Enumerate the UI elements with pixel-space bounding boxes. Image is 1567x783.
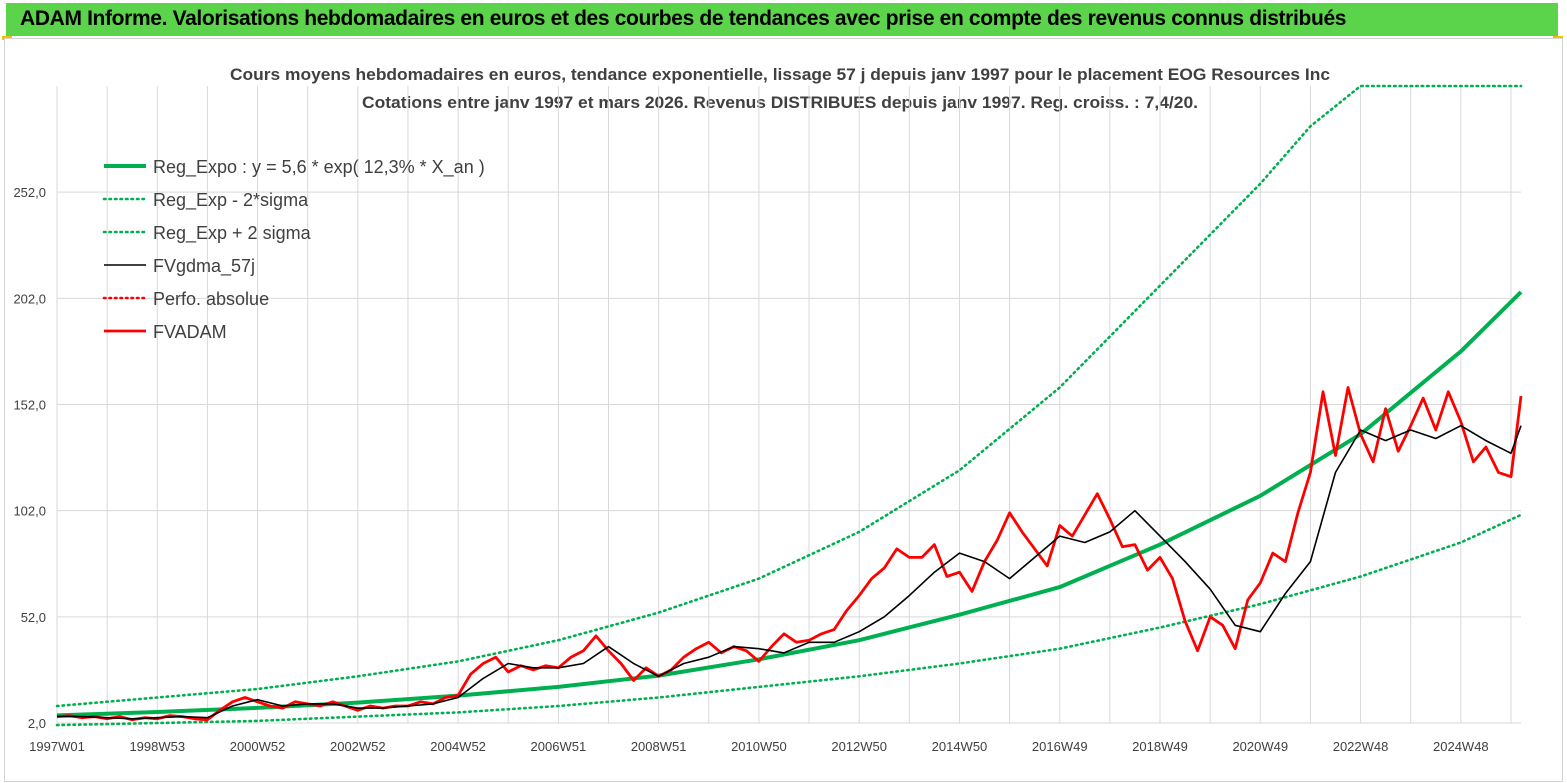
x-tick-label: 2006W51 xyxy=(531,739,587,754)
title-banner: ADAM Informe. Valorisations hebdomadaire… xyxy=(6,3,1558,36)
chart-title-group: Cours moyens hebdomadaires en euros, ten… xyxy=(230,65,1330,112)
x-tick-label: 1997W01 xyxy=(29,739,85,754)
axes: 2,0 52,0 102,0 152,0 202,0 252,0 1997W01 1998W5… xyxy=(13,185,1488,754)
legend-label-0: Reg_Expo : y = 5,6 * exp( 12,3% * X_an ) xyxy=(153,157,485,178)
x-tick-label: 2012W50 xyxy=(831,739,887,754)
legend-label-1: Reg_Exp - 2*sigma xyxy=(153,190,309,211)
x-tick-label: 1998W53 xyxy=(129,739,185,754)
chart-panel xyxy=(4,38,1563,782)
x-tick-label: 2018W49 xyxy=(1132,739,1188,754)
y-tick-label: 202,0 xyxy=(13,291,46,306)
y-tick-label: 102,0 xyxy=(13,504,46,519)
x-tick-label: 2016W49 xyxy=(1032,739,1088,754)
legend-label-4: Perfo. absolue xyxy=(153,289,269,309)
legend-label-5: FVADAM xyxy=(153,322,227,342)
x-tick-label: 2020W49 xyxy=(1232,739,1288,754)
chart-subtitle: Cotations entre janv 1997 et mars 2026. … xyxy=(362,93,1198,112)
y-tick-label: 152,0 xyxy=(13,398,46,413)
y-tick-label: 52,0 xyxy=(21,610,46,625)
y-tick-label: 252,0 xyxy=(13,185,46,200)
series-line-5 xyxy=(56,386,1523,722)
x-tick-label: 2010W50 xyxy=(731,739,787,754)
x-tick-label: 2014W50 xyxy=(932,739,988,754)
x-tick-label: 2000W52 xyxy=(230,739,286,754)
x-tick-label: 2008W51 xyxy=(631,739,687,754)
legend-label-2: Reg_Exp + 2 sigma xyxy=(153,223,312,244)
grid xyxy=(56,86,1521,724)
x-tick-label: 2022W48 xyxy=(1333,739,1389,754)
series-line-3 xyxy=(57,424,1522,720)
legend: Reg_Expo : y = 5,6 * exp( 12,3% * X_an )… xyxy=(102,157,485,342)
x-tick-label: 2004W52 xyxy=(430,739,486,754)
y-tick-label: 2,0 xyxy=(28,716,46,731)
series-line-2 xyxy=(55,84,1523,708)
x-tick-label: 2002W52 xyxy=(330,739,386,754)
legend-label-3: FVgdma_57j xyxy=(153,256,255,277)
x-tick-label: 2024W48 xyxy=(1433,739,1489,754)
series-line-1 xyxy=(55,513,1523,727)
chart-title: Cours moyens hebdomadaires en euros, ten… xyxy=(230,65,1330,84)
banner-title: ADAM Informe. Valorisations hebdomadaire… xyxy=(20,7,1347,30)
series-layer xyxy=(55,84,1523,727)
